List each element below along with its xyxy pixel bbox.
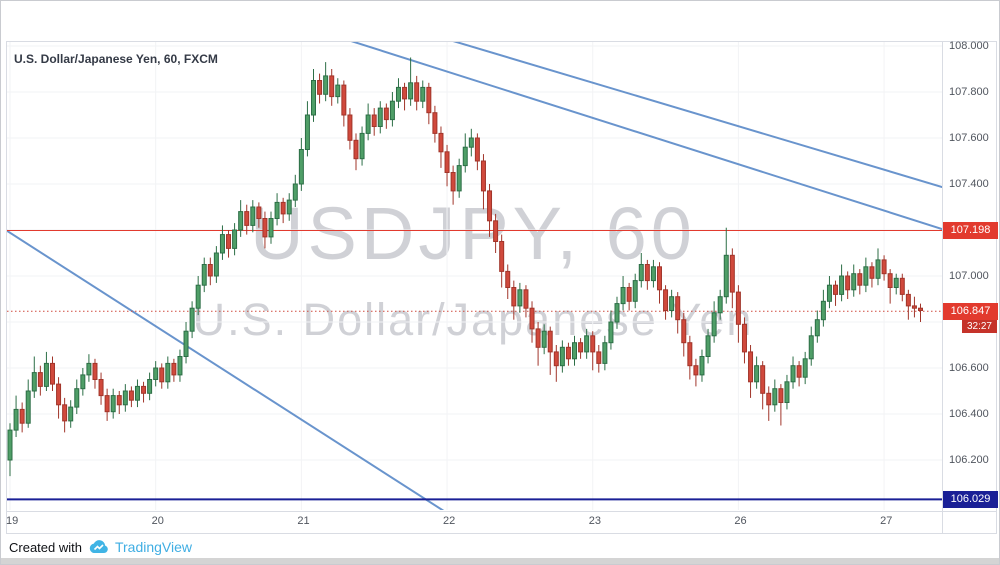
tradingview-link[interactable]: TradingView: [88, 539, 192, 555]
price-axis[interactable]: 107.198 106.847 32:27 106.029 108.000 107…: [942, 1, 999, 534]
trendline[interactable]: [1, 227, 447, 513]
time-axis-label: 23: [588, 515, 601, 527]
watermark-symbol-interval: USDJPY, 60: [250, 192, 696, 275]
time-axis[interactable]: 19 20 21 22 23 26 27: [1, 512, 942, 533]
resistance-price-badge: 107.198: [943, 222, 998, 239]
time-axis-label: 20: [151, 515, 164, 527]
candlestick-series: [7, 57, 923, 477]
gridlines: [7, 42, 942, 510]
price-axis-label: 108.000: [949, 40, 989, 52]
price-axis-label: 106.400: [949, 408, 989, 420]
attribution-footer: Created with TradingView: [9, 537, 192, 557]
window-bottom-edge: [1, 558, 999, 564]
chart-legend[interactable]: U.S. Dollar/Japanese Yen, 60, FXCM: [14, 52, 218, 66]
price-axis-label: 106.200: [949, 454, 989, 466]
tradingview-cloud-icon: [88, 539, 110, 555]
price-axis-label: 107.800: [949, 86, 989, 98]
support-price-badge: 106.029: [943, 491, 998, 508]
price-axis-label: 107.000: [949, 270, 989, 282]
price-axis-label: 107.400: [949, 178, 989, 190]
trendline[interactable]: [452, 41, 942, 188]
price-axis-label: 107.600: [949, 132, 989, 144]
chart-frame: [6, 41, 997, 534]
trendline[interactable]: [350, 41, 942, 230]
tradingview-brand-text: TradingView: [114, 539, 193, 555]
time-axis-label: 19: [6, 515, 19, 527]
watermark-instrument-name: U.S. Dollar/Japanese Yen: [193, 294, 754, 345]
created-with-text: Created with: [9, 539, 82, 555]
price-axis-label: 106.600: [949, 362, 989, 374]
time-axis-label: 22: [443, 515, 456, 527]
time-axis-label: 21: [297, 515, 310, 527]
time-axis-label: 26: [734, 515, 747, 527]
time-axis-label: 27: [880, 515, 893, 527]
last-price-badge: 106.847: [943, 303, 998, 320]
bar-countdown-badge: 32:27: [961, 320, 997, 333]
